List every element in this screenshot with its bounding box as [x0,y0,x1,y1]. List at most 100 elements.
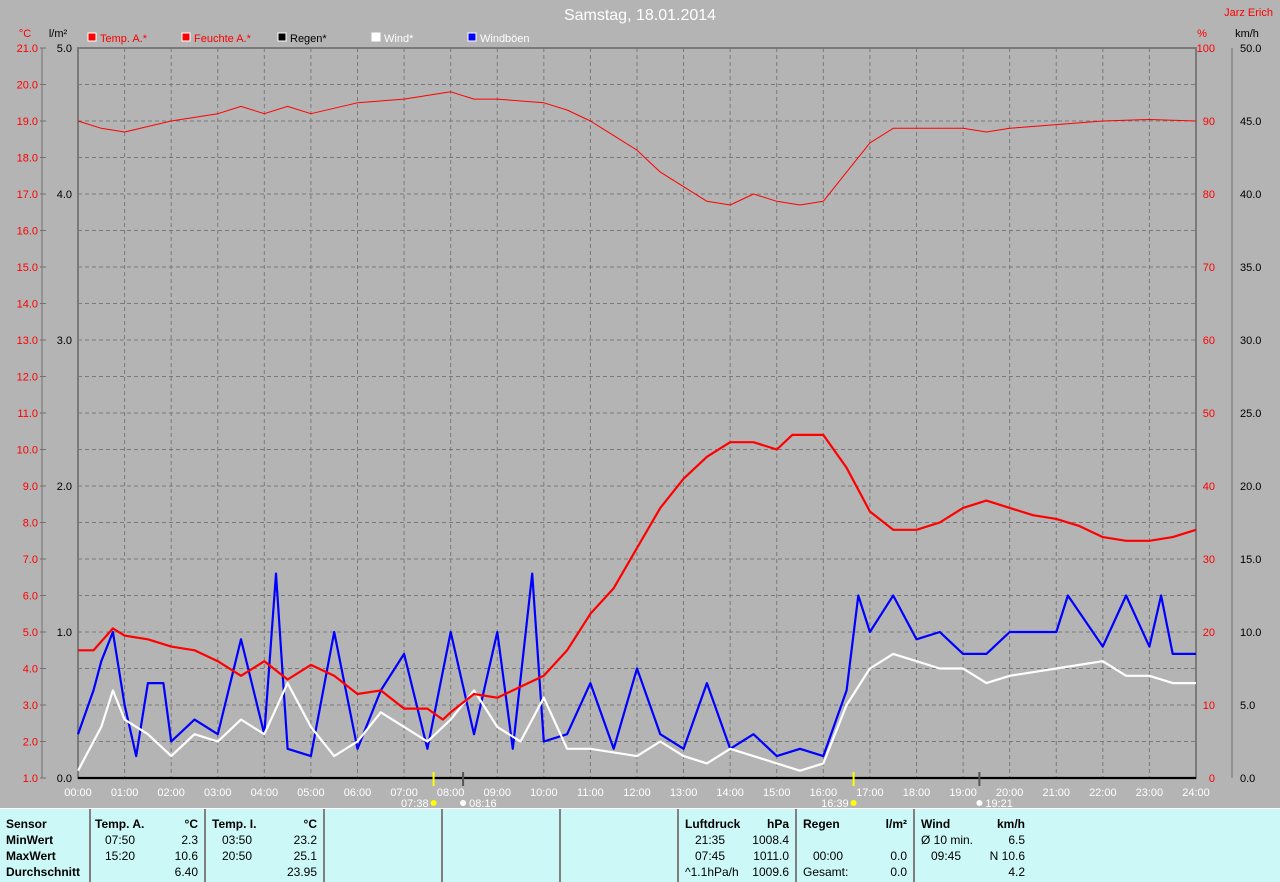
rain-tick-label: 1.0 [57,627,72,639]
x-tick-label: 22:00 [1089,787,1117,799]
author-label: Jarz Erich [1224,7,1273,19]
wind-max: N 10.6 [989,849,1025,863]
temp-tick-label: 3.0 [23,700,38,712]
empty-column [443,809,561,882]
luftdruck-unit: hPa [766,817,789,831]
x-tick-label: 14:00 [716,787,744,799]
humidity-tick-label: 50 [1203,408,1215,420]
moon-icon [976,800,983,806]
luftdruck-trend: ^1.1hPa/h [685,865,739,879]
sun-icon [850,800,857,806]
temp-tick-label: 17.0 [17,189,38,201]
sun-marker-label: 07:38 [401,798,429,808]
humidity-tick-label: 100 [1197,43,1215,55]
regen-total: 0.0 [890,865,907,879]
sun-marker-label: 08:16 [469,798,497,808]
x-tick-label: 19:00 [949,787,977,799]
wind-tick-label: 25.0 [1240,408,1261,420]
rain-tick-label: 4.0 [57,189,72,201]
temp-tick-label: 19.0 [17,116,38,128]
wind-unit: km/h [996,817,1025,831]
humidity-tick-label: 20 [1203,627,1215,639]
rain-unit-label: l/m² [49,28,68,40]
chart-title: Samstag, 18.01.2014 [564,7,716,24]
avg-label: Durchschnitt [6,865,81,879]
luftdruck-min: 1008.4 [752,833,789,847]
wind-tick-label: 5.0 [1240,700,1255,712]
wind-tick-label: 35.0 [1240,262,1261,274]
wind-avg: 4.2 [1008,865,1025,879]
wind-tick-label: 50.0 [1240,43,1261,55]
temp-tick-label: 13.0 [17,335,38,347]
x-tick-label: 07:00 [390,787,418,799]
sun-icon [430,800,437,806]
temp-i-unit: °C [303,817,317,831]
x-tick-label: 11:00 [577,787,604,799]
max-label: MaxWert [6,849,56,863]
empty-column [561,809,679,882]
humidity-tick-label: 40 [1203,481,1215,493]
humidity-tick-label: 90 [1203,116,1215,128]
sun-marker-label: 16:39 [821,798,849,808]
sensor-column: Sensor MinWert MaxWert Durchschnitt [0,809,91,882]
temp-tick-label: 20.0 [17,80,38,92]
temp-tick-label: 16.0 [17,226,38,238]
wind-tick-label: 20.0 [1240,481,1261,493]
x-tick-label: 01:00 [111,787,139,799]
x-tick-label: 15:00 [763,787,791,799]
wind-column: Wind km/h Ø 10 min. 6.5 09:45 N 10.6 4.2 [915,809,1031,882]
regen-header: Regen [803,817,840,831]
temp-tick-label: 2.0 [23,737,38,749]
humidity-unit-label: % [1197,28,1207,40]
temp-a-column: Temp. A. °C 07:50 2.3 15:20 10.6 6.40 [89,809,206,882]
series [76,91,1197,780]
sensor-header: Sensor [6,817,47,831]
wind-unit-label: km/h [1235,28,1259,40]
x-tick-label: 13:00 [670,787,698,799]
regen-total-label: Gesamt: [803,865,849,879]
moon-icon [460,800,467,806]
temp-tick-label: 6.0 [23,591,38,603]
legend-item-1: Feuchte A.* [194,33,252,45]
x-tick-label: 04:00 [251,787,279,799]
x-tick-label: 16:00 [810,787,838,799]
temp-a-min: 2.3 [181,833,198,847]
temp-a-unit: °C [184,817,198,831]
temp-tick-label: 18.0 [17,153,38,165]
temp-i-max-time: 20:50 [222,849,253,863]
wind-header: Wind [921,817,951,831]
humidity-tick-label: 0 [1209,773,1215,785]
temp-tick-label: 15.0 [17,262,38,274]
x-tick-label: 02:00 [157,787,185,799]
x-tick-label: 17:00 [856,787,884,799]
temp-tick-label: 1.0 [23,773,38,785]
rain-tick-label: 3.0 [57,335,72,347]
legend-swatch [87,32,97,42]
temp-tick-label: 12.0 [17,372,38,384]
sun-markers: 07:38 08:16 16:39 19:21 [401,772,1013,808]
legend-swatch [181,32,191,42]
legend-item-4: Windböen [480,33,530,45]
regen-column: Regen l/m² 00:00 0.0 Gesamt: 0.0 [797,809,915,882]
temp-tick-label: 11.0 [17,408,38,420]
temp-i-max: 25.1 [293,849,317,863]
x-tick-label: 08:00 [437,787,465,799]
temp-tick-label: 10.0 [17,445,38,457]
x-tick-label: 23:00 [1136,787,1164,799]
luftdruck-header: Luftdruck [685,817,741,831]
legend-item-3: Wind* [384,33,414,45]
temp-tick-label: 9.0 [23,481,38,493]
wind-tick-label: 10.0 [1240,627,1261,639]
temp-a-min-time: 07:50 [105,833,136,847]
wind-tick-label: 30.0 [1240,335,1261,347]
regen-max: 0.0 [890,849,907,863]
humidity-tick-label: 70 [1203,262,1215,274]
empty-column [325,809,443,882]
temp-i-header: Temp. I. [212,817,257,831]
series-line-feuchtea [77,91,1197,206]
x-tick-label: 24:00 [1182,787,1210,799]
temp-tick-label: 14.0 [17,299,38,311]
humidity-tick-label: 30 [1203,554,1215,566]
grid [77,47,1197,779]
rain-tick-label: 5.0 [57,43,72,55]
